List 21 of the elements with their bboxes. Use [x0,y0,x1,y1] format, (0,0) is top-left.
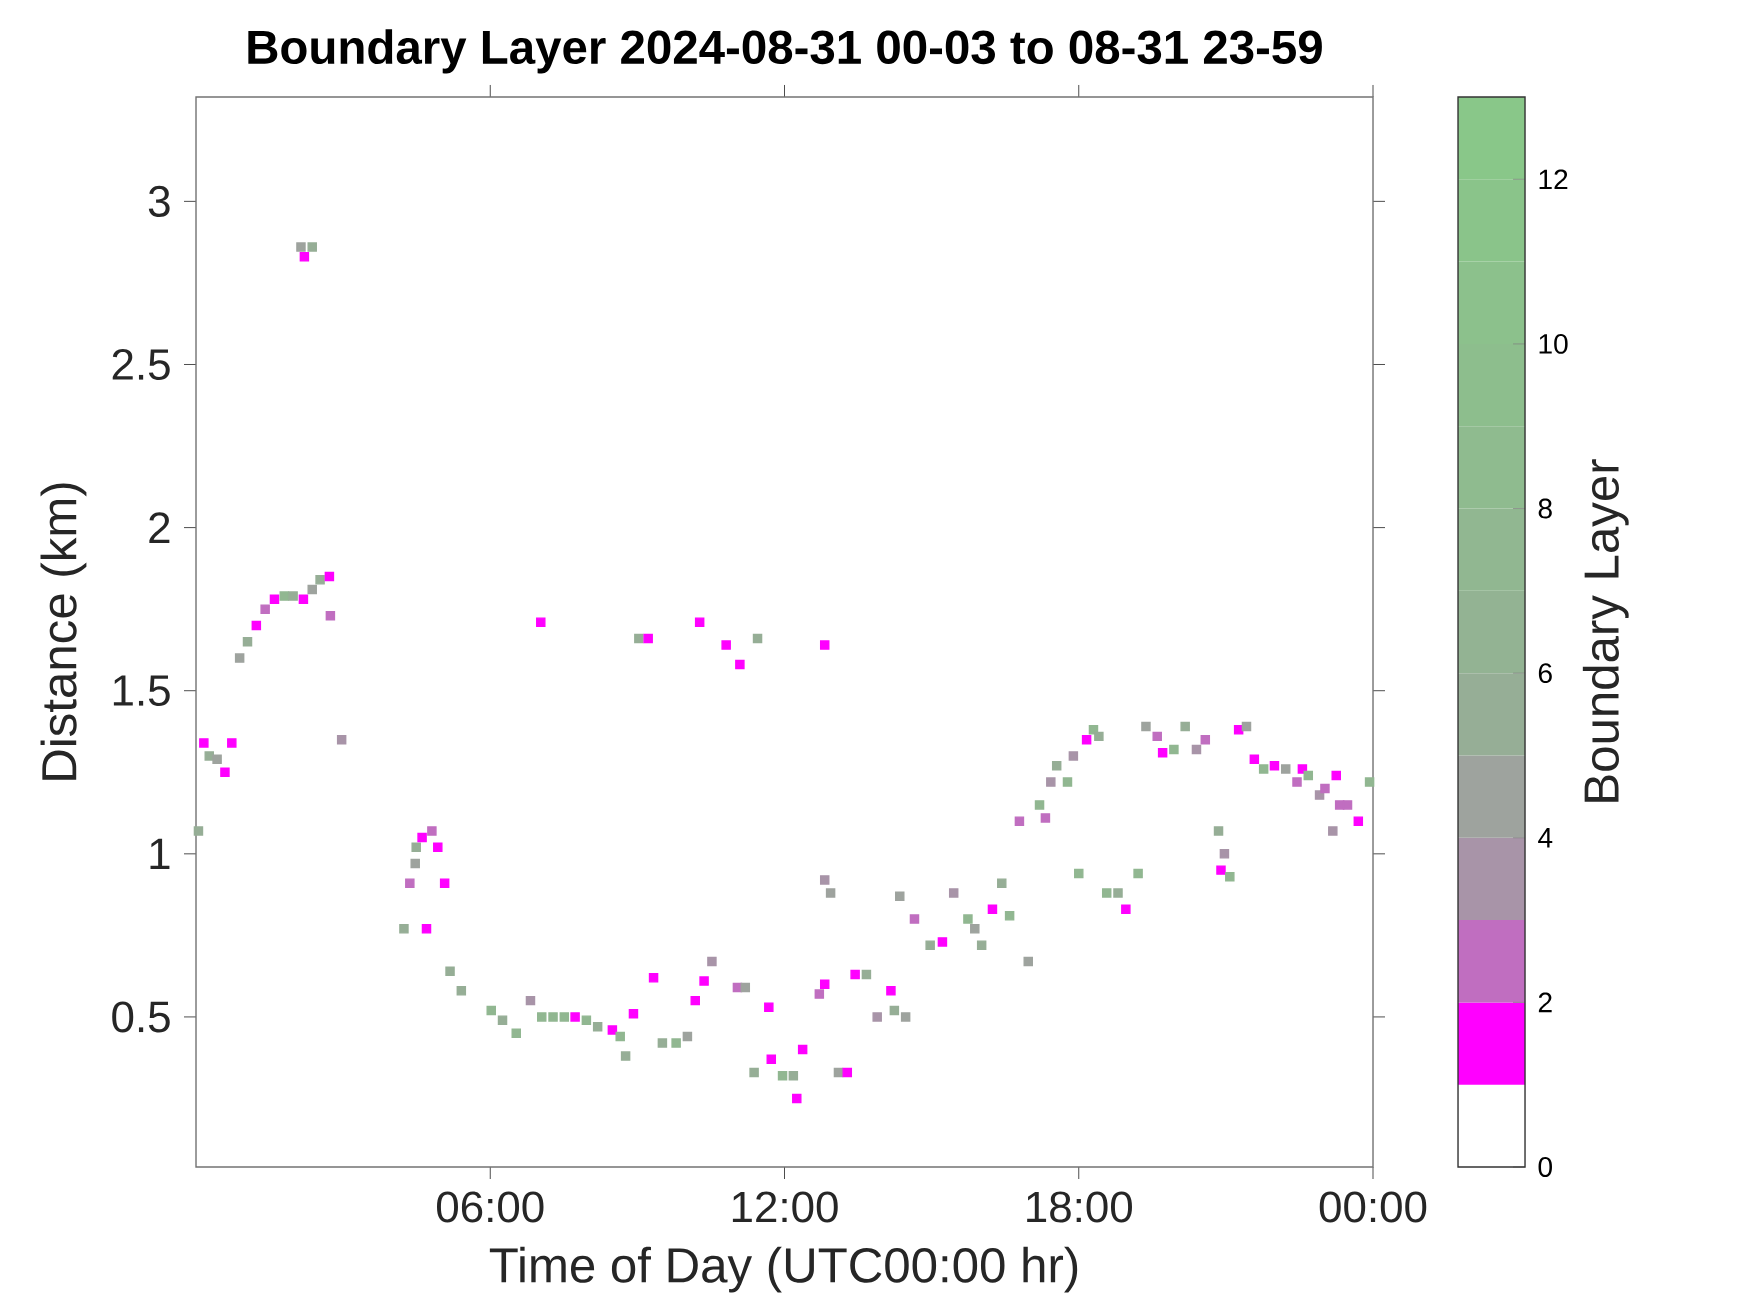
y-tick-label: 0.5 [112,1001,170,1033]
color-bar-label: 6 [1538,663,1552,684]
y-tick-label: 1 [150,838,170,869]
x-axis-title: Time of Day (UTC00:00 hr) [489,1246,1078,1293]
y-tick-label: 1.5 [113,675,170,707]
chart-title: Boundary Layer 2024-08-31 00-03 to 08-31 23-59 [248,29,1322,74]
color-bar-label: 10 [1539,333,1568,354]
y-axis-title: Distance (km) [40,483,87,780]
y-tick-label: 2.5 [112,348,170,381]
x-tick-label: 00:00 [1319,1191,1427,1223]
color-bar-label: 2 [1538,992,1552,1013]
x-tick-label: 12:00 [732,1191,838,1223]
color-bar-label: 12 [1539,169,1568,190]
color-bar-title: Boundary Layer [1582,459,1629,802]
color-bar-label: 4 [1538,828,1553,848]
x-tick-label: 18:00 [1027,1191,1132,1223]
color-bar-label: 8 [1538,498,1552,519]
y-tick-label: 3 [148,185,170,217]
y-tick-label: 2 [149,512,170,543]
x-tick-label: 06:00 [437,1191,544,1223]
color-bar-label: 0 [1538,1157,1552,1177]
